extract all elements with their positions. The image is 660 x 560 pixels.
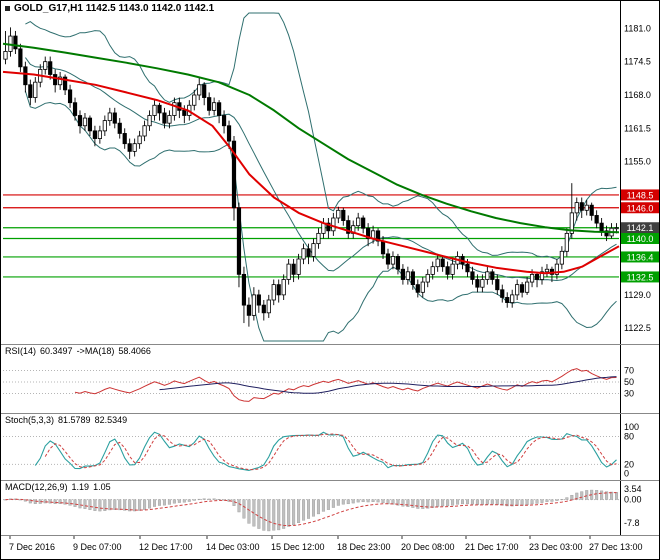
ohlc-label: 1142.5 1143.0 1142.0 1142.1 [85, 3, 215, 14]
svg-text:1142.1: 1142.1 [627, 223, 654, 233]
candles [3, 27, 619, 327]
price-axis: 1181.0 1174.5 1168.0 1161.5 1155.0 1129.0 1122… [621, 23, 659, 333]
svg-text:1122.5: 1122.5 [624, 323, 651, 333]
svg-text:15 Dec 12:00: 15 Dec 12:00 [271, 542, 325, 552]
macd-canvas[interactable]: 3.540.00 -7.8 [1, 481, 659, 536]
svg-text:80: 80 [624, 432, 634, 442]
svg-text:0: 0 [624, 469, 629, 479]
svg-text:1136.4: 1136.4 [627, 252, 654, 262]
time-axis[interactable]: 7 Dec 2016 9 Dec 07:00 12 Dec 17:00 14 Dec … [1, 536, 659, 559]
rsi-ma-value: 58.4066 [118, 346, 151, 356]
chart-icon [5, 6, 10, 11]
svg-text:27 Dec 13:00: 27 Dec 13:00 [589, 542, 643, 552]
rsi-label: RSI(14) 60.3497 ->MA(18) 58.4066 [5, 346, 155, 356]
macd-signal-value: 1.05 [93, 482, 111, 492]
svg-text:1129.0: 1129.0 [624, 290, 651, 300]
svg-text:1140.0: 1140.0 [627, 234, 654, 244]
svg-text:1146.0: 1146.0 [627, 203, 654, 213]
svg-text:12 Dec 17:00: 12 Dec 17:00 [139, 542, 193, 552]
svg-text:14 Dec 03:00: 14 Dec 03:00 [206, 542, 260, 552]
svg-text:7 Dec 2016: 7 Dec 2016 [9, 542, 55, 552]
svg-text:1148.5: 1148.5 [627, 190, 654, 200]
main-chart-panel[interactable]: GOLD_G17,H1 1142.5 1143.0 1142.0 1142.1 … [1, 1, 659, 345]
macd-panel[interactable]: MACD(12,26,9) 1.19 1.05 3.54 0.00 -7.8 [1, 481, 659, 536]
svg-text:23 Dec 03:00: 23 Dec 03:00 [529, 542, 583, 552]
svg-text:1168.0: 1168.0 [624, 90, 651, 100]
svg-text:100: 100 [624, 422, 639, 432]
svg-text:18 Dec 23:00: 18 Dec 23:00 [337, 542, 391, 552]
svg-text:30: 30 [624, 389, 634, 399]
main-chart-canvas[interactable]: 1181.0 1174.5 1168.0 1161.5 1155.0 1129.0 1122… [1, 1, 659, 345]
stochastic-panel[interactable]: Stoch(5,3,3) 81.5789 82.5349 100 80 20 0 [1, 414, 659, 481]
stoch-signal-value: 82.5349 [94, 415, 128, 425]
rsi-ma-name: ->MA(18) [76, 346, 115, 356]
svg-text:1174.5: 1174.5 [624, 57, 651, 67]
moving-averages [2, 42, 620, 275]
time-axis-canvas[interactable]: 7 Dec 2016 9 Dec 07:00 12 Dec 17:00 14 Dec … [1, 536, 659, 559]
stoch-name: Stoch(5,3,3) [5, 415, 55, 425]
svg-text:1181.0: 1181.0 [624, 23, 651, 33]
macd-label: MACD(12,26,9) 1.19 1.05 [5, 482, 115, 492]
stoch-value: 81.5789 [58, 415, 91, 425]
level-lines [3, 194, 619, 278]
svg-text:20: 20 [624, 459, 634, 469]
svg-text:1155.0: 1155.0 [624, 157, 651, 167]
svg-text:3.54: 3.54 [624, 484, 642, 494]
rsi-value: 60.3497 [40, 346, 73, 356]
stochastic-label: Stoch(5,3,3) 81.5789 82.5349 [5, 415, 131, 425]
chart-title: GOLD_G17,H1 1142.5 1143.0 1142.0 1142.1 [5, 3, 214, 14]
svg-text:9 Dec 07:00: 9 Dec 07:00 [73, 542, 122, 552]
svg-text:21 Dec 17:00: 21 Dec 17:00 [465, 542, 519, 552]
rsi-name: RSI(14) [5, 346, 37, 356]
macd-histogram [3, 489, 619, 532]
svg-text:-7.8: -7.8 [624, 518, 640, 528]
svg-text:20 Dec 08:00: 20 Dec 08:00 [401, 542, 455, 552]
macd-value: 1.19 [71, 482, 90, 492]
symbol-period-label: GOLD_G17,H1 [14, 3, 83, 14]
bollinger-bands [24, 12, 617, 342]
svg-text:1161.5: 1161.5 [624, 123, 651, 133]
svg-text:1132.5: 1132.5 [627, 272, 654, 282]
rsi-canvas[interactable]: 70 50 30 [1, 345, 659, 414]
svg-text:70: 70 [624, 365, 634, 375]
svg-text:0.00: 0.00 [624, 495, 642, 505]
macd-name: MACD(12,26,9) [5, 482, 68, 492]
rsi-panel[interactable]: RSI(14) 60.3497 ->MA(18) 58.4066 70 50 30 [1, 345, 659, 414]
svg-text:50: 50 [624, 377, 634, 387]
